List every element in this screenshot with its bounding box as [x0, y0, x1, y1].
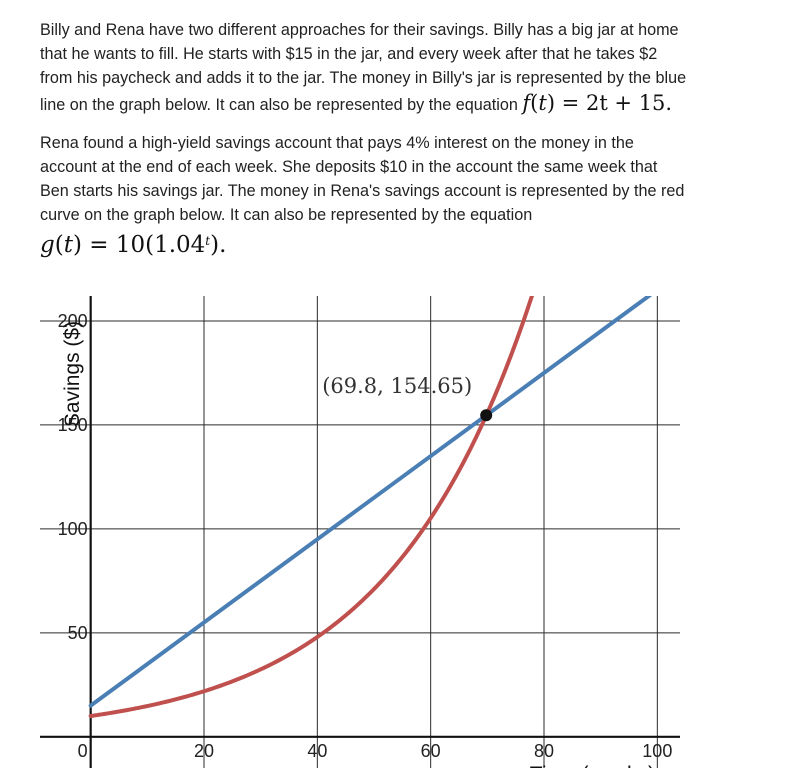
intersection-point — [480, 409, 493, 422]
x-tick-label-0: 0 — [78, 741, 88, 761]
equation-f: f(t) = 2t + 15. — [522, 90, 673, 115]
eq1-period: . — [665, 90, 673, 115]
eq2-argument: t — [63, 231, 73, 258]
eq1-function-name: f — [522, 90, 531, 115]
eq2-rhs-close: ) — [210, 231, 220, 258]
x-tick-label-100: 100 — [642, 741, 672, 761]
equation-g: g(t) = 10(1.04t). — [40, 231, 227, 258]
eq2-function-name: g — [40, 231, 55, 258]
eq1-argument: t — [538, 90, 547, 115]
y-tick-label-150: 150 — [58, 415, 88, 435]
intersection-label: (69.8, 154.65) — [322, 374, 472, 398]
paragraph-rena-text: Rena found a high-yield savings account … — [40, 133, 685, 225]
x-axis-title: Time (weeks) — [530, 763, 655, 768]
problem-text: Billy and Rena have two different approa… — [40, 18, 690, 274]
paragraph-billy-text: Billy and Rena have two different approa… — [40, 21, 687, 114]
eq2-exponent: t — [205, 233, 211, 248]
savings-chart: 0 20 40 60 80 100 50 100 150 200 Time (weeks) Savin… — [40, 296, 680, 768]
y-axis-title: Savings ($) — [61, 321, 84, 427]
rena-savings-curve — [88, 296, 535, 719]
chart-series — [88, 296, 653, 719]
y-tick-label-100: 100 — [58, 519, 88, 539]
y-tick-label-200: 200 — [58, 311, 88, 331]
x-tick-label-60: 60 — [421, 741, 441, 761]
billy-savings-line — [88, 296, 653, 708]
x-tick-label-80: 80 — [534, 741, 554, 761]
chart-grid — [40, 296, 680, 768]
eq2-rhs-base: 10(1.04 — [115, 231, 206, 258]
paragraph-rena: Rena found a high-yield savings account … — [40, 131, 690, 260]
chart-axes — [40, 296, 680, 768]
x-tick-label-20: 20 — [194, 741, 214, 761]
eq1-rhs: 2t + 15 — [585, 90, 666, 115]
y-tick-label-50: 50 — [68, 623, 88, 643]
x-tick-label-40: 40 — [307, 741, 327, 761]
chart-labels: 0 20 40 60 80 100 50 100 150 200 Time (weeks) Savin… — [58, 311, 673, 768]
eq2-period: . — [219, 231, 227, 258]
paragraph-billy: Billy and Rena have two different approa… — [40, 18, 690, 117]
